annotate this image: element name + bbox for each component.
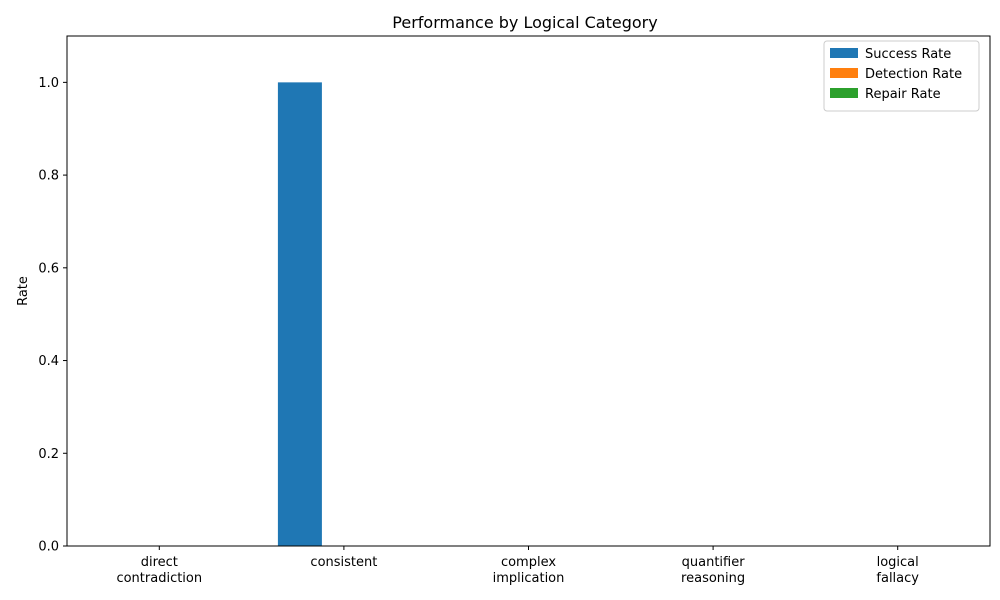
x-tick-label: consistent — [310, 555, 377, 570]
x-tick-label: quantifier — [682, 555, 746, 570]
x-tick-label: contradiction — [116, 571, 202, 586]
legend-swatch — [830, 88, 858, 98]
x-tick-label: complex — [501, 555, 556, 570]
x-tick-label: reasoning — [681, 571, 745, 586]
x-tick-label: direct — [141, 555, 178, 570]
legend-label: Detection Rate — [865, 67, 962, 82]
plot-frame — [66, 35, 991, 547]
legend-label: Success Rate — [865, 47, 951, 62]
y-tick-label: 0.2 — [38, 447, 59, 462]
x-tick-label: implication — [493, 571, 565, 586]
y-tick-label: 0.6 — [38, 261, 59, 276]
x-tick-label: fallacy — [876, 571, 919, 586]
bars-group — [277, 82, 322, 546]
legend-swatch — [830, 68, 858, 78]
chart-title: Performance by Logical Category — [392, 13, 657, 32]
legend-box — [823, 40, 980, 112]
legend: Success Rate Detection Rate Repair Rate — [823, 40, 980, 112]
legend-label: Repair Rate — [865, 87, 941, 102]
y-axis-label: Rate — [16, 276, 31, 306]
y-tick-label: 0.8 — [38, 169, 59, 184]
y-tick-label: 0.0 — [38, 540, 59, 555]
legend-swatch — [830, 48, 858, 58]
x-tick-label: logical — [877, 555, 919, 570]
y-tick-label: 0.4 — [38, 354, 59, 369]
bar-success-rate-1 — [277, 82, 322, 546]
y-tick-label: 1.0 — [38, 76, 59, 91]
